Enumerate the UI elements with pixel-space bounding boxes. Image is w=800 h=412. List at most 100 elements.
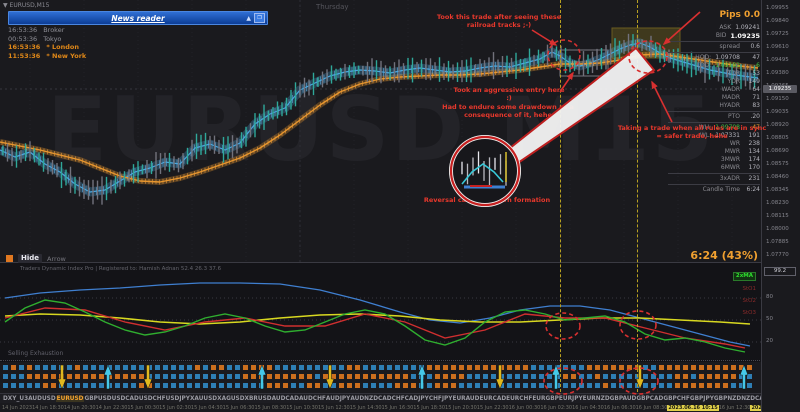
hide-button[interactable]: Hide <box>18 254 43 263</box>
ticker-symbol[interactable]: EURCHF <box>506 395 533 402</box>
signal-arrow-down <box>495 364 505 390</box>
tdi-scale-label: 20 <box>766 338 773 344</box>
ticker-symbol[interactable]: GBPJPY <box>689 395 714 402</box>
annotation-aggressive: Took an aggressive entry here :) <box>453 86 565 102</box>
signal-arrow-down <box>57 364 67 390</box>
price-scale-label: 1.08000 <box>766 226 789 232</box>
symbol-tab[interactable]: ▼ EURUSD,M15 <box>3 2 50 9</box>
time-label: 14 Jun 2023 <box>2 404 33 411</box>
arrow-label[interactable]: Arrow <box>47 254 66 263</box>
hide-toolbar: Hide Arrow <box>6 254 66 263</box>
ticker-symbol[interactable]: USDJPY <box>165 395 190 402</box>
trade-time-vline <box>560 0 561 392</box>
signal-arrow-up <box>417 364 427 390</box>
ticker-symbol[interactable]: EURCAD <box>479 395 507 402</box>
time-label: 14 Jun 22:30 <box>95 404 128 411</box>
ticker-symbol[interactable]: GBPCAD <box>636 395 664 402</box>
annotation-sync: Taking a trade when all rules are in syn… <box>617 124 767 140</box>
price-scale[interactable]: 1.09955 1.09840 1.09725 1.09610 1.09495 1.093… <box>761 0 800 412</box>
signal-arrow-down <box>143 364 153 390</box>
ticker-symbol[interactable]: XAUUSD <box>189 395 218 402</box>
price-scale-label: 1.09610 <box>766 44 789 50</box>
info-row: HOD: 1.09708 47 <box>668 52 760 62</box>
ticker-symbol[interactable]: XAGUSD <box>217 395 245 402</box>
collapse-icon[interactable]: ▲ <box>246 14 251 22</box>
current-price-marker: 1.09235 <box>763 85 797 93</box>
price-scale-label: 1.09725 <box>766 31 789 37</box>
price-scale-label: 1.09035 <box>766 109 789 115</box>
time-label: 16 Jun 04:30 <box>572 404 604 411</box>
price-scale-label: 1.09150 <box>766 96 789 102</box>
info-row: 3MWR 174 <box>720 156 760 163</box>
time-label: 15 Jun 12:30 <box>317 404 350 411</box>
price-scale-label: 1.09495 <box>766 57 789 63</box>
time-label: 15 Jun 10:30 <box>286 404 318 411</box>
price-scale-label: 1.09380 <box>766 70 789 76</box>
info-row: PTO .20 <box>668 111 760 121</box>
tdi-line-label: StO3 <box>742 310 756 316</box>
time-label: 16 Jun 06:30 <box>603 404 636 411</box>
time-label: 15 Jun 04:30 <box>190 404 223 411</box>
info-row: HYADR 83 <box>719 102 760 109</box>
ticker-symbol[interactable]: USDCHF <box>138 395 166 402</box>
annotation-railroad: Took this trade after seeing these railr… <box>436 13 562 29</box>
news-reader-title: News reader <box>111 13 165 23</box>
info-row: WADR 64 <box>721 86 761 93</box>
ticker-symbol[interactable]: GBPNZD <box>713 395 742 402</box>
info-row: YDR 149 <box>727 78 760 85</box>
time-label: 15 Jun 08:30 <box>254 404 287 411</box>
info-row: MADR 71 <box>721 94 760 101</box>
ticker-symbol[interactable]: GBPAUD <box>609 395 637 402</box>
time-label: 15 Jun 22:30 <box>476 404 509 411</box>
tdi-indicator-lines <box>0 282 762 353</box>
trade-time-vline <box>637 0 638 392</box>
ticker-symbol[interactable]: DXY_U3 <box>3 395 29 402</box>
ticker-symbol[interactable]: CADCHF <box>378 395 405 402</box>
ticker-symbol[interactable]: EURAUD <box>452 395 480 402</box>
ticker-symbol[interactable]: AUDJPY <box>325 395 351 402</box>
ticker-symbol[interactable]: EURUSD <box>55 395 85 402</box>
time-label: 16 Jun 00:30 <box>508 404 541 411</box>
info-row: ASK 1.09241 <box>719 24 760 31</box>
info-row: TDR 53 <box>727 70 760 77</box>
ticker-symbol[interactable]: USDCAD <box>111 395 139 402</box>
tdi-line-label: StO1 <box>742 286 756 292</box>
window-icon[interactable]: ❐ <box>254 13 265 23</box>
ticker-symbol[interactable]: AUDUSD <box>28 395 56 402</box>
clock-row: 16:53:36 Broker <box>8 26 65 34</box>
ticker-symbol[interactable]: CHFJPY <box>428 395 453 402</box>
world-clocks: 16:53:36 Broker 00:53:36 Tokyo 16:53:36 * Lon… <box>8 26 86 60</box>
info-row: WR 238 <box>729 140 760 147</box>
ticker-symbol[interactable]: CADJPY <box>404 395 429 402</box>
signal-arrow-up <box>257 364 267 390</box>
strip-separator <box>0 360 762 361</box>
time-label: 15 Jun 18:30 <box>413 404 446 411</box>
time-label: 15 Jun 00:30 <box>127 404 160 411</box>
selling-exhaustion-label: Selling Exhaustion <box>8 350 64 357</box>
trade-time-label: 2023.06.16 10:15 <box>667 404 719 411</box>
ticker-symbol[interactable]: XBRUSD <box>244 395 272 402</box>
ticker-symbol[interactable]: GBPUSD <box>84 395 112 402</box>
news-reader-bar[interactable]: News reader ▲ ❐ <box>8 11 268 25</box>
ticker-symbol[interactable]: EURGBP <box>532 395 559 402</box>
tdi-title: Traders Dynamic Index Pro | Registered t… <box>20 266 222 272</box>
ticker-symbol[interactable]: AUDCHF <box>298 395 326 402</box>
ticker-symbol[interactable]: NZDCAD <box>741 395 768 402</box>
panel-marker-icon[interactable] <box>6 255 13 262</box>
info-row: BID 1.09235 <box>715 32 760 40</box>
ticker-symbol[interactable]: EURJPY <box>558 395 583 402</box>
time-label: 15 Jun 16:30 <box>381 404 414 411</box>
ticker-symbol[interactable]: AUDCAD <box>271 395 299 402</box>
ticker-symbol[interactable]: GBPCHF <box>663 395 690 402</box>
time-label: 16 Jun 12:30 <box>718 404 751 411</box>
day-label: Thursday <box>316 3 349 11</box>
info-row: spread 0.6 <box>668 41 760 51</box>
time-label: 15 Jun 06:30 <box>222 404 255 411</box>
ticker-symbol[interactable]: AUDNZD <box>350 395 379 402</box>
ticker-symbol[interactable]: EURNZD <box>582 395 610 402</box>
signal-arrow-up <box>103 364 113 390</box>
symbol-ticker-bar: DXY_U3 AUDUSD EURUSD GBPUSD USDCAD USDCHF USDJ… <box>0 393 768 403</box>
time-label: 16 Jun 02:30 <box>540 404 573 411</box>
time-label: 16 Jun 08:30 <box>635 404 668 411</box>
